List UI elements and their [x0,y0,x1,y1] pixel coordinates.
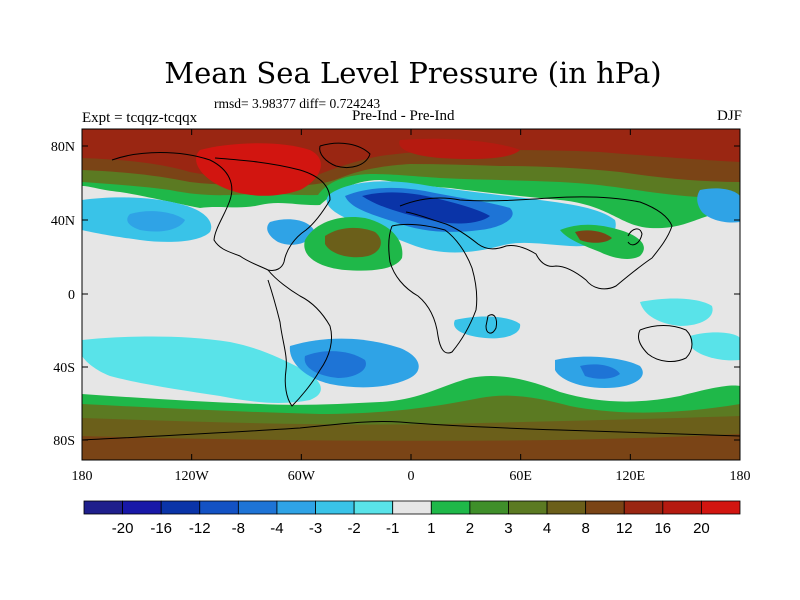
colorbar-label: -12 [189,520,211,537]
field-low-southpacific [82,336,321,403]
colorbar-label: -8 [232,520,245,537]
colorbar-label: -16 [150,520,172,537]
longitude-ticks: 180 120W 60W 0 60E 120E 180 [72,129,751,484]
coast-japan [627,228,643,246]
colorbar-label: -1 [386,520,399,537]
field-high-north-america [196,143,321,196]
colorbar-swatch [83,500,123,515]
lon-tick-label: 60W [288,469,316,484]
field-low-southpacific-east [690,332,740,361]
field-asia-ridge-core [575,230,612,243]
season-label: DJF [716,108,742,124]
field-high-arctic [399,138,520,160]
colorbar-swatch [701,500,741,515]
lat-tick-label: 80S [53,434,75,449]
field-low-pacific-2 [127,211,185,232]
colorbar-label: 12 [616,520,633,537]
colorbar-swatch [585,500,625,515]
colorbar-swatch [353,500,394,515]
colorbar-swatch [392,500,432,515]
colorbar-label: 4 [543,520,551,537]
field-low-npacific-east [697,188,740,223]
colorbar-label: 20 [693,520,710,537]
colorbar-label: -4 [270,520,283,537]
coast-australia [637,325,693,362]
run-label: Pre-Ind - Pre-Ind [352,108,455,124]
lon-tick-label: 60E [509,469,532,484]
lon-tick-label: 0 [408,469,415,484]
coast-madagascar [485,314,497,334]
field-azores-high-core [325,227,381,258]
colorbar-swatch [315,500,355,515]
colorbar-label: 2 [466,520,474,537]
colorbar-swatch [469,500,509,515]
colorbar-swatch [623,500,664,515]
coast-africa [388,223,478,354]
colorbar-label: -3 [309,520,322,537]
colorbar-swatch [430,500,471,515]
colorbar-label: 3 [504,520,512,537]
colorbar-swatch [199,500,239,515]
lon-tick-label: 120E [616,469,646,484]
experiment-label: Expt = tcqqz-tcqqx [82,110,198,126]
field-low-westatl [267,219,315,245]
coast-north-america [111,152,331,271]
lat-tick-label: 0 [68,288,75,303]
field-low-southindian-core [580,364,620,379]
colorbar-swatch [237,500,278,515]
colorbar-label: 8 [581,520,589,537]
colorbar-swatch [508,500,548,515]
latitude-ticks: 80N 40N 0 40S 80S [51,140,740,449]
colorbar-swatch [122,500,162,515]
colorbar-swatch [276,500,316,515]
lat-tick-label: 40N [51,214,75,229]
lat-tick-label: 40S [53,361,75,376]
field-antarctic-positive-4 [82,434,740,460]
coast-eurasia [399,196,673,290]
lat-tick-label: 80N [51,140,75,155]
field-low-atlantic-core [362,192,490,224]
colorbar-label: 1 [427,520,435,537]
lon-tick-label: 180 [730,469,751,484]
colorbar-label: -2 [347,520,360,537]
field-low-westpacific [640,298,713,326]
pressure-field [82,129,740,460]
coast-antarctica [82,420,740,441]
colorbar-swatch [546,500,587,515]
lon-tick-label: 120W [175,469,210,484]
stats-text: rmsd= 3.98377 diff= 0.724243 [214,96,381,111]
lon-tick-label: 180 [72,469,93,484]
map-title: Mean Sea Level Pressure (in hPa) [164,56,662,90]
coast-south-america [267,269,333,407]
coastlines [82,142,740,441]
colorbar-swatch [662,500,702,515]
colorbar-swatch [160,500,201,515]
colorbar-label: 16 [654,520,671,537]
colorbar: -20 -16 -12 -8 -4 -3 -2 -1 1 2 3 4 8 12 16 20 [83,500,741,537]
coast-greenland [319,142,371,168]
colorbar-label: -20 [112,520,134,537]
field-low-southatlantic-core [304,351,366,378]
